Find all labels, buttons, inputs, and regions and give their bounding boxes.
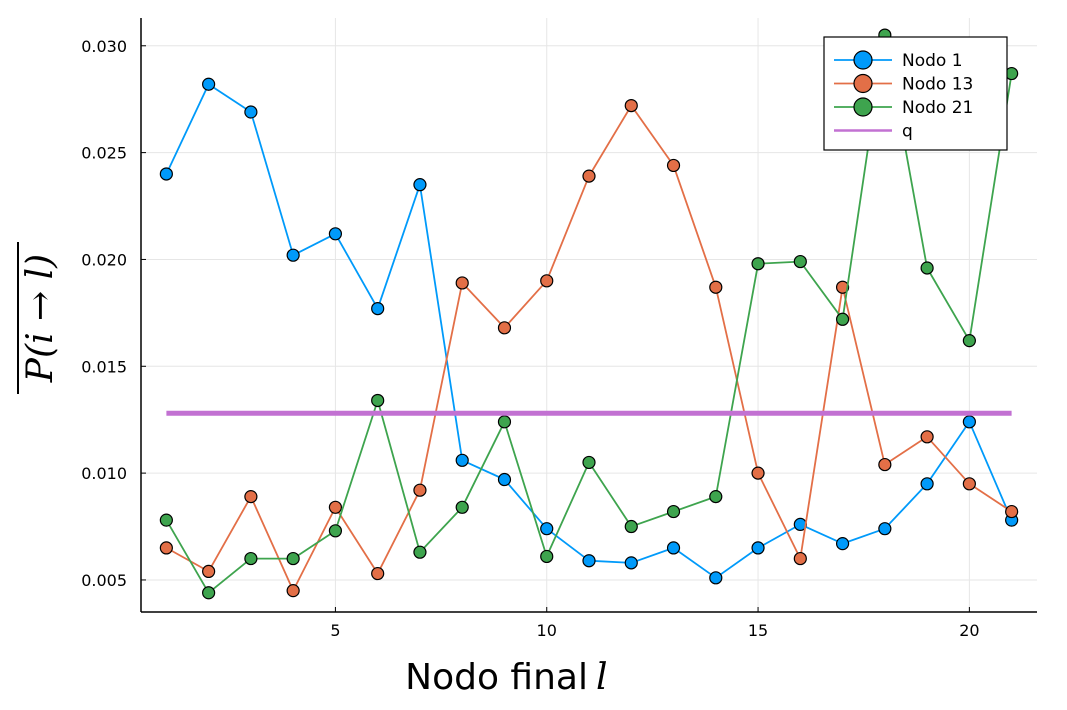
data-point (413, 545, 427, 559)
data-point (371, 393, 385, 408)
data-point (878, 457, 892, 472)
data-point (751, 466, 765, 480)
data-point (920, 261, 934, 275)
data-point (159, 167, 173, 181)
data-point (497, 321, 512, 335)
data-point (666, 158, 681, 173)
data-point (878, 522, 892, 536)
y-tick-label: 0.025 (81, 144, 127, 163)
data-point (540, 274, 554, 288)
data-point (286, 584, 300, 598)
data-point (202, 564, 216, 579)
data-point (202, 77, 216, 91)
x-tick-label: 10 (537, 621, 557, 640)
data-point (751, 541, 765, 555)
data-point (455, 453, 469, 467)
data-point (666, 504, 681, 519)
data-point (540, 549, 554, 564)
data-point (582, 169, 596, 183)
data-point (159, 541, 173, 555)
legend-swatch-marker (853, 97, 873, 117)
data-point (793, 551, 807, 566)
data-point (371, 566, 385, 581)
series-nodo-1 (159, 77, 1019, 585)
data-point (624, 519, 638, 534)
x-tick-label: 15 (748, 621, 768, 640)
y-axis-title: P(i → l) (17, 242, 61, 394)
x-tick-label: 5 (330, 621, 340, 640)
data-point (540, 522, 554, 536)
legend-item: Nodo 13 (834, 73, 973, 95)
data-point (962, 334, 976, 348)
legend-item: Nodo 1 (834, 50, 963, 71)
legend-item: Nodo 21 (834, 97, 973, 118)
data-point (413, 178, 427, 192)
y-tick-label: 0.015 (81, 357, 127, 376)
data-point (666, 541, 681, 555)
legend-label: Nodo 13 (902, 75, 973, 95)
data-point (371, 301, 385, 316)
data-point (835, 280, 850, 294)
data-point (1005, 504, 1019, 519)
data-point (413, 483, 427, 497)
data-point (962, 415, 976, 429)
legend-item: q (834, 122, 913, 142)
data-point (624, 556, 638, 570)
x-tick-label: 20 (959, 621, 979, 640)
data-point (835, 312, 850, 326)
data-point (962, 477, 976, 491)
data-point (835, 537, 850, 551)
data-point (497, 415, 512, 429)
data-point (286, 248, 300, 262)
data-point (709, 490, 723, 504)
y-tick-label: 0.010 (81, 464, 127, 483)
x-axis-label: Nodo final (405, 657, 588, 698)
y-tick-label: 0.020 (81, 250, 127, 269)
legend-label: Nodo 21 (902, 98, 973, 118)
data-point (244, 551, 258, 566)
data-point (286, 551, 300, 566)
data-point (582, 554, 596, 568)
data-point (582, 455, 596, 470)
y-tick-label: 0.005 (81, 571, 127, 590)
data-point (455, 276, 469, 290)
data-point (244, 490, 258, 504)
data-point (159, 513, 173, 527)
legend-label: q (902, 122, 913, 142)
tick-labels: 5 10 15 20 0.005 0.010 0.015 0.020 0.025 0.030 (81, 37, 979, 640)
legend-swatch-marker (853, 50, 873, 70)
legend-label: Nodo 1 (902, 51, 963, 71)
data-point (328, 227, 343, 241)
data-point (328, 500, 343, 514)
data-point (328, 524, 343, 538)
data-point (244, 105, 258, 119)
data-point (709, 571, 723, 585)
data-point (202, 586, 216, 600)
data-point (920, 430, 934, 444)
legend-swatch-marker (853, 73, 873, 94)
data-point (751, 257, 765, 271)
data-point (624, 99, 638, 113)
data-point (709, 280, 723, 294)
axes (140, 18, 1037, 613)
x-axis-title: Nodo final l (405, 657, 607, 698)
x-axis-variable: l (596, 657, 608, 698)
data-point (920, 477, 934, 491)
y-tick-label: 0.030 (81, 37, 127, 56)
data-point (455, 500, 469, 514)
series-nodo-13 (159, 99, 1019, 598)
y-axis-label: P(i → l) (20, 254, 61, 383)
legend: Nodo 1 Nodo 13 Nodo 21 q (823, 36, 1008, 151)
data-point (793, 254, 807, 269)
data-point (497, 472, 512, 487)
